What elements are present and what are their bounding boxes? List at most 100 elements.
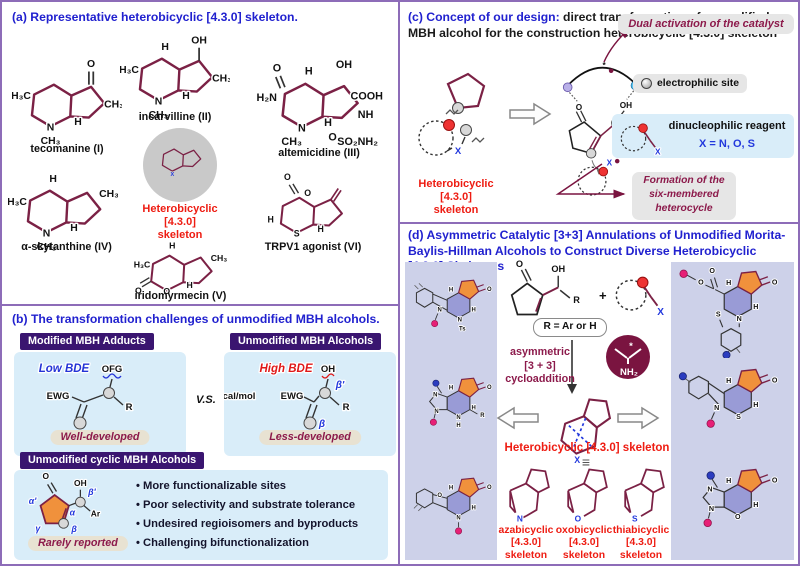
atom-label: OH — [191, 35, 207, 46]
header-modified-mbh: Modified MBH Adducts — [20, 333, 154, 350]
atom-label: N — [707, 485, 712, 493]
atom-label: O — [772, 278, 778, 286]
atom-label: N — [714, 404, 719, 412]
atom-label: O — [487, 485, 492, 491]
skeleton-label-d: Heterobicyclic [4.3.0] skeleton — [504, 442, 670, 454]
atom-label: S — [716, 311, 721, 319]
amine-catalyst-icon: * NH₂ — [606, 335, 650, 379]
structure-activated-intermediate: * O OH R X — [562, 60, 641, 196]
atom-label: H — [74, 117, 82, 128]
bullet-item: Undesired regioisomers and byproducts — [136, 515, 386, 534]
atom-label: N — [298, 123, 306, 135]
right-open-arrow — [617, 406, 660, 430]
blue-dot — [678, 372, 687, 381]
atom-label: H — [70, 223, 78, 234]
x-equals-label: X = N, O, S — [699, 138, 755, 150]
blue-dot — [722, 351, 731, 358]
callout-electrophilic-site: electrophilic site — [633, 74, 747, 93]
dashed-ring — [620, 125, 647, 152]
challenge-bullets: More functionalizable sites Poor selecti… — [136, 477, 386, 553]
structure-trpv1-agonist: O O H H S — [266, 171, 343, 240]
carbon-sphere — [103, 387, 115, 399]
structure-thiabicyclic: S — [624, 468, 665, 524]
product-indole-nts: O H H N N Ts — [414, 279, 493, 333]
callout-formation: Formation of the six-membered heterocycl… — [632, 172, 736, 220]
box-dinucleophilic: X dinucleophilic reagent X = N, O, S — [612, 114, 794, 158]
atom-label: H₃C — [120, 65, 139, 76]
atom-label: O — [576, 103, 583, 112]
energy-label: ~80 kcal/mol — [224, 391, 255, 402]
left-open-arrow — [496, 406, 539, 430]
atom-label: CH₃ — [104, 100, 122, 111]
blue-dot — [706, 471, 715, 480]
atom-label: CH₃ — [281, 136, 302, 148]
atom-label: S — [736, 413, 741, 421]
atom-label: SO₂NH₂ — [337, 136, 378, 148]
carbon-sphere — [75, 496, 86, 508]
atom-label: NH₂ — [620, 367, 638, 378]
structure-oxobicyclic: O — [567, 468, 608, 524]
structure-modified-mbh: Low BDE OFG EWG R — [37, 362, 134, 430]
atom-label: O — [437, 493, 442, 499]
compound-name: TRPV1 agonist (VI) — [264, 241, 362, 253]
skeleton-label-c: Heterobicyclic [4.3.0] skeleton — [418, 178, 494, 216]
atom-label: EWG — [281, 391, 304, 402]
atom-label: H — [456, 423, 460, 429]
atom-label: H — [449, 288, 453, 294]
callout-dual-activation: Dual activation of the catalyst — [618, 14, 794, 34]
header-cyclic-mbh: Unmodified cyclic MBH Alcohols — [20, 452, 205, 469]
atom-label: H — [753, 303, 758, 311]
dinucleophilic-label: dinucleophilic reagent — [668, 120, 786, 132]
atom-label: H — [449, 486, 453, 492]
structure-iridomyrmecin: O H H₃C CH₃ H O — [133, 239, 229, 296]
formation-site-dot — [614, 158, 620, 164]
atom-label: CH₃ — [211, 253, 228, 263]
product-benzofuran: O O H H N — [413, 477, 493, 535]
atom-label: O — [487, 385, 492, 391]
oxobicyclic-label: oxobicyclic [4.3.0] skeleton — [555, 525, 613, 561]
dashed-ring — [615, 279, 647, 311]
product-indole-thiopyran: O H H N S — [678, 368, 779, 428]
atom-label: O — [487, 287, 492, 293]
panel-c-title-lead: (c) Concept of our design: — [408, 10, 560, 24]
atom-label: H₃C — [12, 91, 31, 102]
vs-label: V.S. — [196, 394, 216, 406]
atom-label: H — [471, 406, 475, 412]
atom-label: EWG — [47, 391, 70, 402]
atom-label: X — [455, 146, 462, 157]
greek-label: α' — [29, 496, 37, 506]
atom-label: O — [698, 278, 704, 286]
structure-heterobicyclic-skeleton: X — [161, 148, 202, 179]
atom-label: H — [49, 174, 57, 185]
atom-label: S — [294, 229, 300, 239]
compound-name: iridomyrmecin (V) — [134, 290, 227, 302]
structure-skytanthine: H H₃C CH₃ H N CH₃ — [8, 172, 118, 252]
electrophilic-sphere-icon — [641, 78, 652, 89]
atom-label: H — [161, 42, 169, 53]
compound-name: α-skytanthine (IV) — [21, 241, 112, 253]
atom-label: R — [480, 413, 485, 419]
atom-label: S — [632, 513, 638, 523]
equivalence-symbol: ≡ — [581, 454, 591, 470]
atom-label: N — [517, 513, 523, 523]
atom-label: H — [726, 377, 731, 385]
bullet-item: More functionalizable sites — [136, 477, 386, 496]
atom-label: O — [304, 188, 311, 198]
atom-label: CH₃ — [37, 242, 57, 252]
carbon-sphere — [58, 518, 69, 529]
star-icon: * — [603, 61, 607, 70]
atom-label: OH — [620, 101, 632, 110]
right-product-column: O O O H H S N O H H — [671, 262, 794, 560]
product-pyrazole-pyran: O H H N N O — [702, 468, 779, 528]
atom-label: OH — [551, 264, 565, 274]
box-unmodified-mbh: High BDE OH ~80 kcal/mol EWG β β' R Less… — [197, 352, 396, 456]
atom-label: COOH — [351, 91, 384, 103]
atom-label: O — [735, 513, 741, 521]
atom-label: O — [328, 132, 336, 144]
atom-label: N — [456, 415, 460, 421]
atom-label: N — [43, 229, 51, 240]
formation-arrow — [555, 163, 626, 199]
pink-dot — [679, 269, 688, 278]
atom-label: N — [456, 516, 460, 522]
